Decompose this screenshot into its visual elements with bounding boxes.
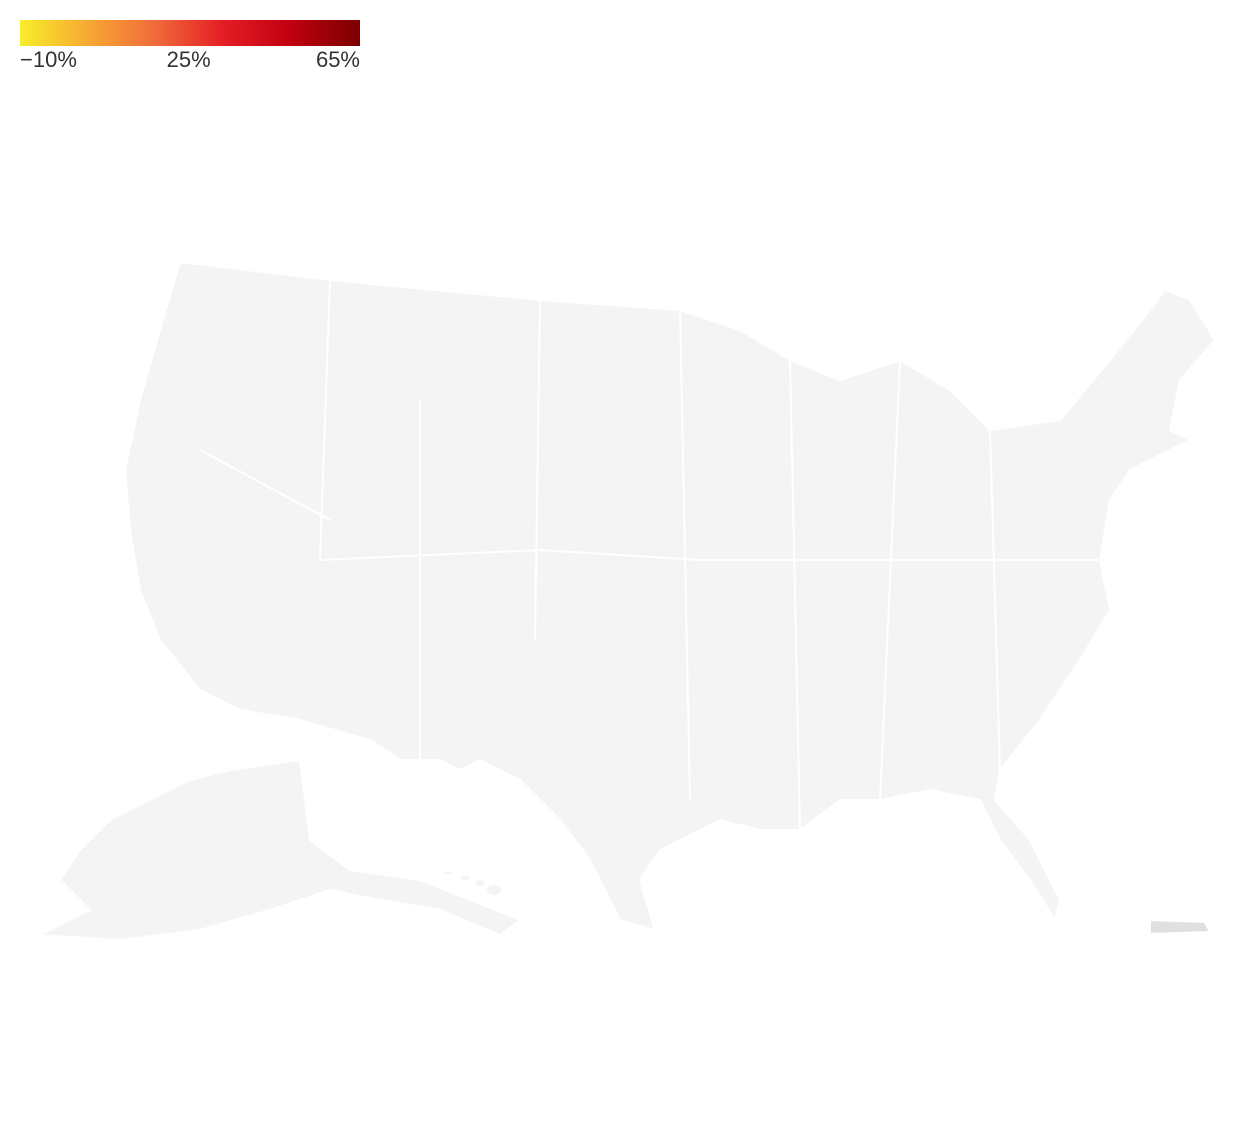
legend-gradient [20,20,360,46]
puerto-rico [1149,918,1212,936]
internal-borders [199,279,1100,831]
legend-label: 25% [167,47,211,72]
alaska [36,758,523,942]
contiguous-us [123,260,1217,932]
hawaii [442,869,503,897]
legend-label: −10% [20,47,77,72]
land [36,260,1217,942]
legend-label: 65% [316,47,360,72]
